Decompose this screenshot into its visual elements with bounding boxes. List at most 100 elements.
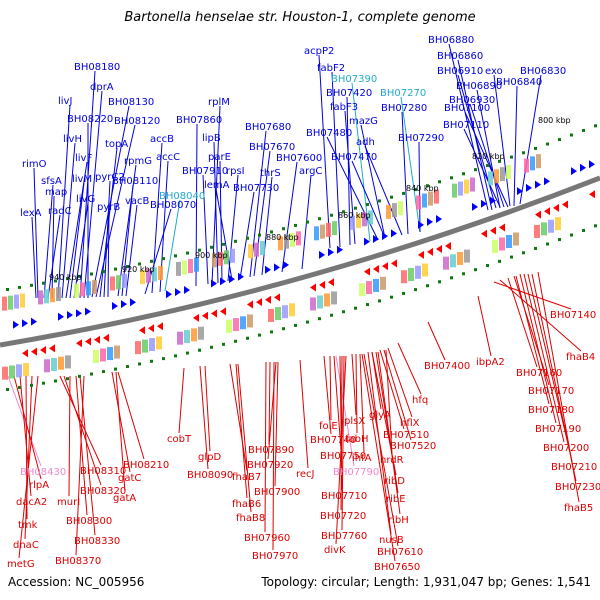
gene-label-adh[interactable]: adh — [356, 137, 375, 148]
gene-label-bh07160[interactable]: BH07160 — [516, 368, 563, 379]
gene-label-bh08320[interactable]: BH08320 — [80, 486, 127, 497]
gene-label-bh07110[interactable]: BH07110 — [443, 120, 490, 131]
gene-label-bh07170[interactable]: BH07170 — [528, 386, 575, 397]
gene-label-divk[interactable]: divK — [324, 545, 346, 556]
gene-label-bh07740[interactable]: BH07740 — [310, 435, 357, 446]
gene-label-rpmg[interactable]: rpmG — [124, 156, 152, 167]
gene-label-muri[interactable]: murI — [57, 497, 81, 508]
gene-label-fhab6[interactable]: fhaB6 — [232, 499, 262, 510]
gene-label-bh07600[interactable]: BH07600 — [276, 153, 323, 164]
gene-label-rpsi[interactable]: rpsI — [226, 166, 245, 177]
gene-label-bh07650[interactable]: BH07650 — [374, 562, 421, 573]
gene-label-bh08130[interactable]: BH08130 — [108, 97, 155, 108]
gene-label-bh08070[interactable]: BH08070 — [150, 200, 197, 211]
gene-label-livh[interactable]: livH — [63, 134, 82, 145]
gene-label-sfsa[interactable]: sfsA — [41, 176, 62, 187]
gene-label-exo[interactable]: exo — [485, 66, 503, 77]
gene-label-lipb[interactable]: lipB — [202, 133, 221, 144]
gene-label-ribd[interactable]: ribD — [384, 476, 405, 487]
gene-label-bh07920[interactable]: BH07920 — [247, 460, 294, 471]
gene-label-bh07210[interactable]: BH07210 — [551, 462, 598, 473]
gene-label-lema[interactable]: lemA — [204, 180, 230, 191]
gene-label-pyrb[interactable]: pyrB — [97, 202, 121, 213]
gene-label-tmk[interactable]: tmk — [18, 520, 38, 531]
gene-label-radc[interactable]: radC — [48, 206, 72, 217]
gene-label-bh07190[interactable]: BH07190 — [535, 424, 582, 435]
gene-label-bh08370[interactable]: BH08370 — [55, 556, 102, 567]
gene-label-bh07910[interactable]: BH07910 — [182, 166, 229, 177]
gene-label-bh07270[interactable]: BH07270 — [380, 88, 427, 99]
gene-label-bh07140[interactable]: BH07140 — [550, 310, 597, 321]
gene-label-thrs[interactable]: thrS — [260, 168, 281, 179]
gene-label-mazg[interactable]: mazG — [349, 116, 378, 127]
gene-label-bh06930[interactable]: BH06930 — [449, 95, 496, 106]
gene-label-bh08430[interactable]: BH08430 — [20, 467, 67, 478]
gene-label-vacb[interactable]: vacB — [125, 196, 150, 207]
gene-label-rlpa[interactable]: rlpA — [29, 480, 50, 491]
gene-label-fhab5[interactable]: fhaB5 — [564, 503, 594, 514]
gene-label-dnac[interactable]: dnaC — [13, 540, 39, 551]
gene-label-recj[interactable]: recJ — [296, 469, 315, 480]
gene-label-bh06840[interactable]: BH06840 — [496, 77, 543, 88]
gene-label-bh07510[interactable]: BH07510 — [383, 430, 430, 441]
gene-label-fhab4[interactable]: fhaB4 — [566, 352, 596, 363]
gene-label-bh07710[interactable]: BH07710 — [321, 491, 368, 502]
gene-label-acpp2[interactable]: acpP2 — [304, 46, 335, 57]
gene-label-bh08330[interactable]: BH08330 — [74, 536, 121, 547]
gene-label-bh08210[interactable]: BH08210 — [123, 460, 170, 471]
gene-label-topa[interactable]: topA — [105, 139, 129, 150]
gene-label-bh07280[interactable]: BH07280 — [381, 103, 428, 114]
gene-label-glpd[interactable]: glpD — [198, 452, 222, 463]
gene-label-ribe[interactable]: ribE — [386, 494, 406, 505]
gene-label-argc[interactable]: argC — [299, 166, 323, 177]
gene-label-pyrc2[interactable]: pyrC2 — [95, 172, 125, 183]
gene-label-bh06910[interactable]: BH06910 — [437, 66, 484, 77]
gene-label-livf[interactable]: livF — [75, 153, 93, 164]
gene-label-bh06890[interactable]: BH06890 — [456, 81, 503, 92]
gene-label-livj[interactable]: livJ — [58, 96, 73, 107]
gene-label-bh07720[interactable]: BH07720 — [320, 511, 367, 522]
gene-label-bh07670[interactable]: BH07670 — [249, 142, 296, 153]
gene-label-bh07760[interactable]: BH07760 — [321, 531, 368, 542]
gene-label-ihfa[interactable]: ihfA — [352, 453, 372, 464]
gene-label-bh07290[interactable]: BH07290 — [398, 133, 445, 144]
gene-label-bh07480[interactable]: BH07480 — [306, 128, 353, 139]
gene-label-bh08220[interactable]: BH08220 — [67, 114, 114, 125]
gene-label-bh07730[interactable]: BH07730 — [233, 183, 280, 194]
gene-label-gata[interactable]: gatA — [113, 493, 137, 504]
gene-label-bh07400[interactable]: BH07400 — [424, 361, 471, 372]
gene-label-bh07860[interactable]: BH07860 — [176, 115, 223, 126]
gene-label-bh07200[interactable]: BH07200 — [543, 443, 590, 454]
gene-label-accb[interactable]: accB — [150, 134, 174, 145]
gene-label-bh07900[interactable]: BH07900 — [254, 487, 301, 498]
gene-label-livm[interactable]: livM — [72, 174, 93, 185]
gene-label-nusb[interactable]: nusB — [379, 535, 404, 546]
gene-label-bh08040[interactable]: BH08040 — [159, 191, 206, 202]
gene-label-dpra[interactable]: dprA — [90, 82, 114, 93]
gene-label-bh07180[interactable]: BH07180 — [528, 405, 575, 416]
gene-label-fabf3[interactable]: fabF3 — [330, 102, 359, 113]
gene-label-daca2[interactable]: dacA2 — [16, 497, 48, 508]
gene-label-bh06830[interactable]: BH06830 — [520, 66, 567, 77]
gene-label-fhab7[interactable]: fhaB7 — [232, 472, 262, 483]
gene-label-metg[interactable]: metG — [7, 559, 35, 570]
gene-label-cobt[interactable]: cobT — [167, 434, 192, 445]
gene-label-ribh[interactable]: ribH — [388, 515, 409, 526]
gene-label-bh08090[interactable]: BH08090 — [187, 470, 234, 481]
gene-label-bh07890[interactable]: BH07890 — [248, 445, 295, 456]
gene-label-lexa[interactable]: lexA — [20, 208, 42, 219]
gene-label-hflx[interactable]: hflX — [400, 418, 420, 429]
gene-label-gatc[interactable]: gatC — [118, 473, 142, 484]
gene-label-hfq[interactable]: hfq — [412, 395, 429, 406]
gene-label-accc[interactable]: accC — [156, 152, 181, 163]
gene-label-pare[interactable]: parE — [208, 152, 231, 163]
gene-label-bh08180[interactable]: BH08180 — [74, 62, 121, 73]
gene-label-bh07520[interactable]: BH07520 — [390, 441, 437, 452]
gene-label-plsx[interactable]: plsX — [344, 416, 366, 427]
gene-label-rplm[interactable]: rplM — [208, 97, 230, 108]
gene-label-bh07960[interactable]: BH07960 — [244, 533, 291, 544]
gene-label-ibpa2[interactable]: ibpA2 — [476, 357, 505, 368]
gene-label-bh07230[interactable]: BH07230 — [555, 482, 600, 493]
gene-label-bh07100[interactable]: BH07100 — [444, 103, 491, 114]
gene-label-bh07610[interactable]: BH07610 — [377, 547, 424, 558]
